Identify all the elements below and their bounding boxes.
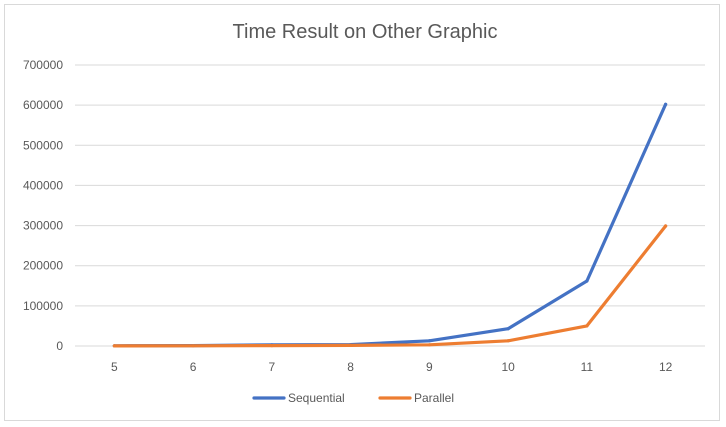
data-point-sequential-9 <box>427 339 431 343</box>
data-point-parallel-5 <box>112 344 116 348</box>
series-lines <box>112 102 668 348</box>
x-tick-label: 12 <box>659 360 673 374</box>
y-tick-label: 300000 <box>23 219 63 233</box>
series-line-parallel <box>112 224 668 348</box>
data-point-parallel-9 <box>427 343 431 347</box>
legend-label-parallel: Parallel <box>414 391 454 405</box>
y-tick-label: 400000 <box>23 178 63 192</box>
data-point-sequential-12 <box>664 102 668 106</box>
x-tick-label: 8 <box>347 360 354 374</box>
chart-title: Time Result on Other Graphic <box>233 21 498 43</box>
data-point-parallel-12 <box>664 224 668 228</box>
data-point-parallel-10 <box>506 339 510 343</box>
x-axis-tick-labels: 5 6 7 8 9 10 11 12 <box>111 360 673 374</box>
series-line-sequential <box>112 102 668 348</box>
gridlines <box>75 64 705 347</box>
legend: Sequential Parallel <box>252 391 454 405</box>
x-tick-label: 6 <box>190 360 197 374</box>
data-point-sequential-11 <box>585 279 589 283</box>
y-tick-label: 200000 <box>23 259 63 273</box>
x-tick-label: 7 <box>269 360 276 374</box>
data-point-parallel-7 <box>270 343 274 348</box>
data-point-parallel-11 <box>585 324 589 328</box>
x-tick-label: 5 <box>111 360 118 374</box>
data-point-parallel-8 <box>349 343 353 347</box>
y-tick-label: 700000 <box>23 58 63 72</box>
x-tick-label: 11 <box>581 360 594 374</box>
chart-frame: Time Result on Other Graphic 0 100000 2000… <box>4 4 720 421</box>
legend-label-sequential: Sequential <box>288 391 345 405</box>
y-axis-tick-labels: 0 100000 200000 300000 400000 500000 600000 700… <box>23 58 63 353</box>
x-tick-label: 9 <box>426 360 433 374</box>
y-tick-label: 500000 <box>23 138 63 152</box>
y-tick-label: 600000 <box>23 98 63 112</box>
y-tick-label: 100000 <box>23 299 63 313</box>
data-point-sequential-10 <box>506 327 510 331</box>
x-tick-label: 10 <box>501 360 515 374</box>
data-point-parallel-6 <box>191 344 195 348</box>
line-chart: Time Result on Other Graphic 0 100000 2000… <box>23 21 705 405</box>
y-tick-label: 0 <box>56 339 63 353</box>
